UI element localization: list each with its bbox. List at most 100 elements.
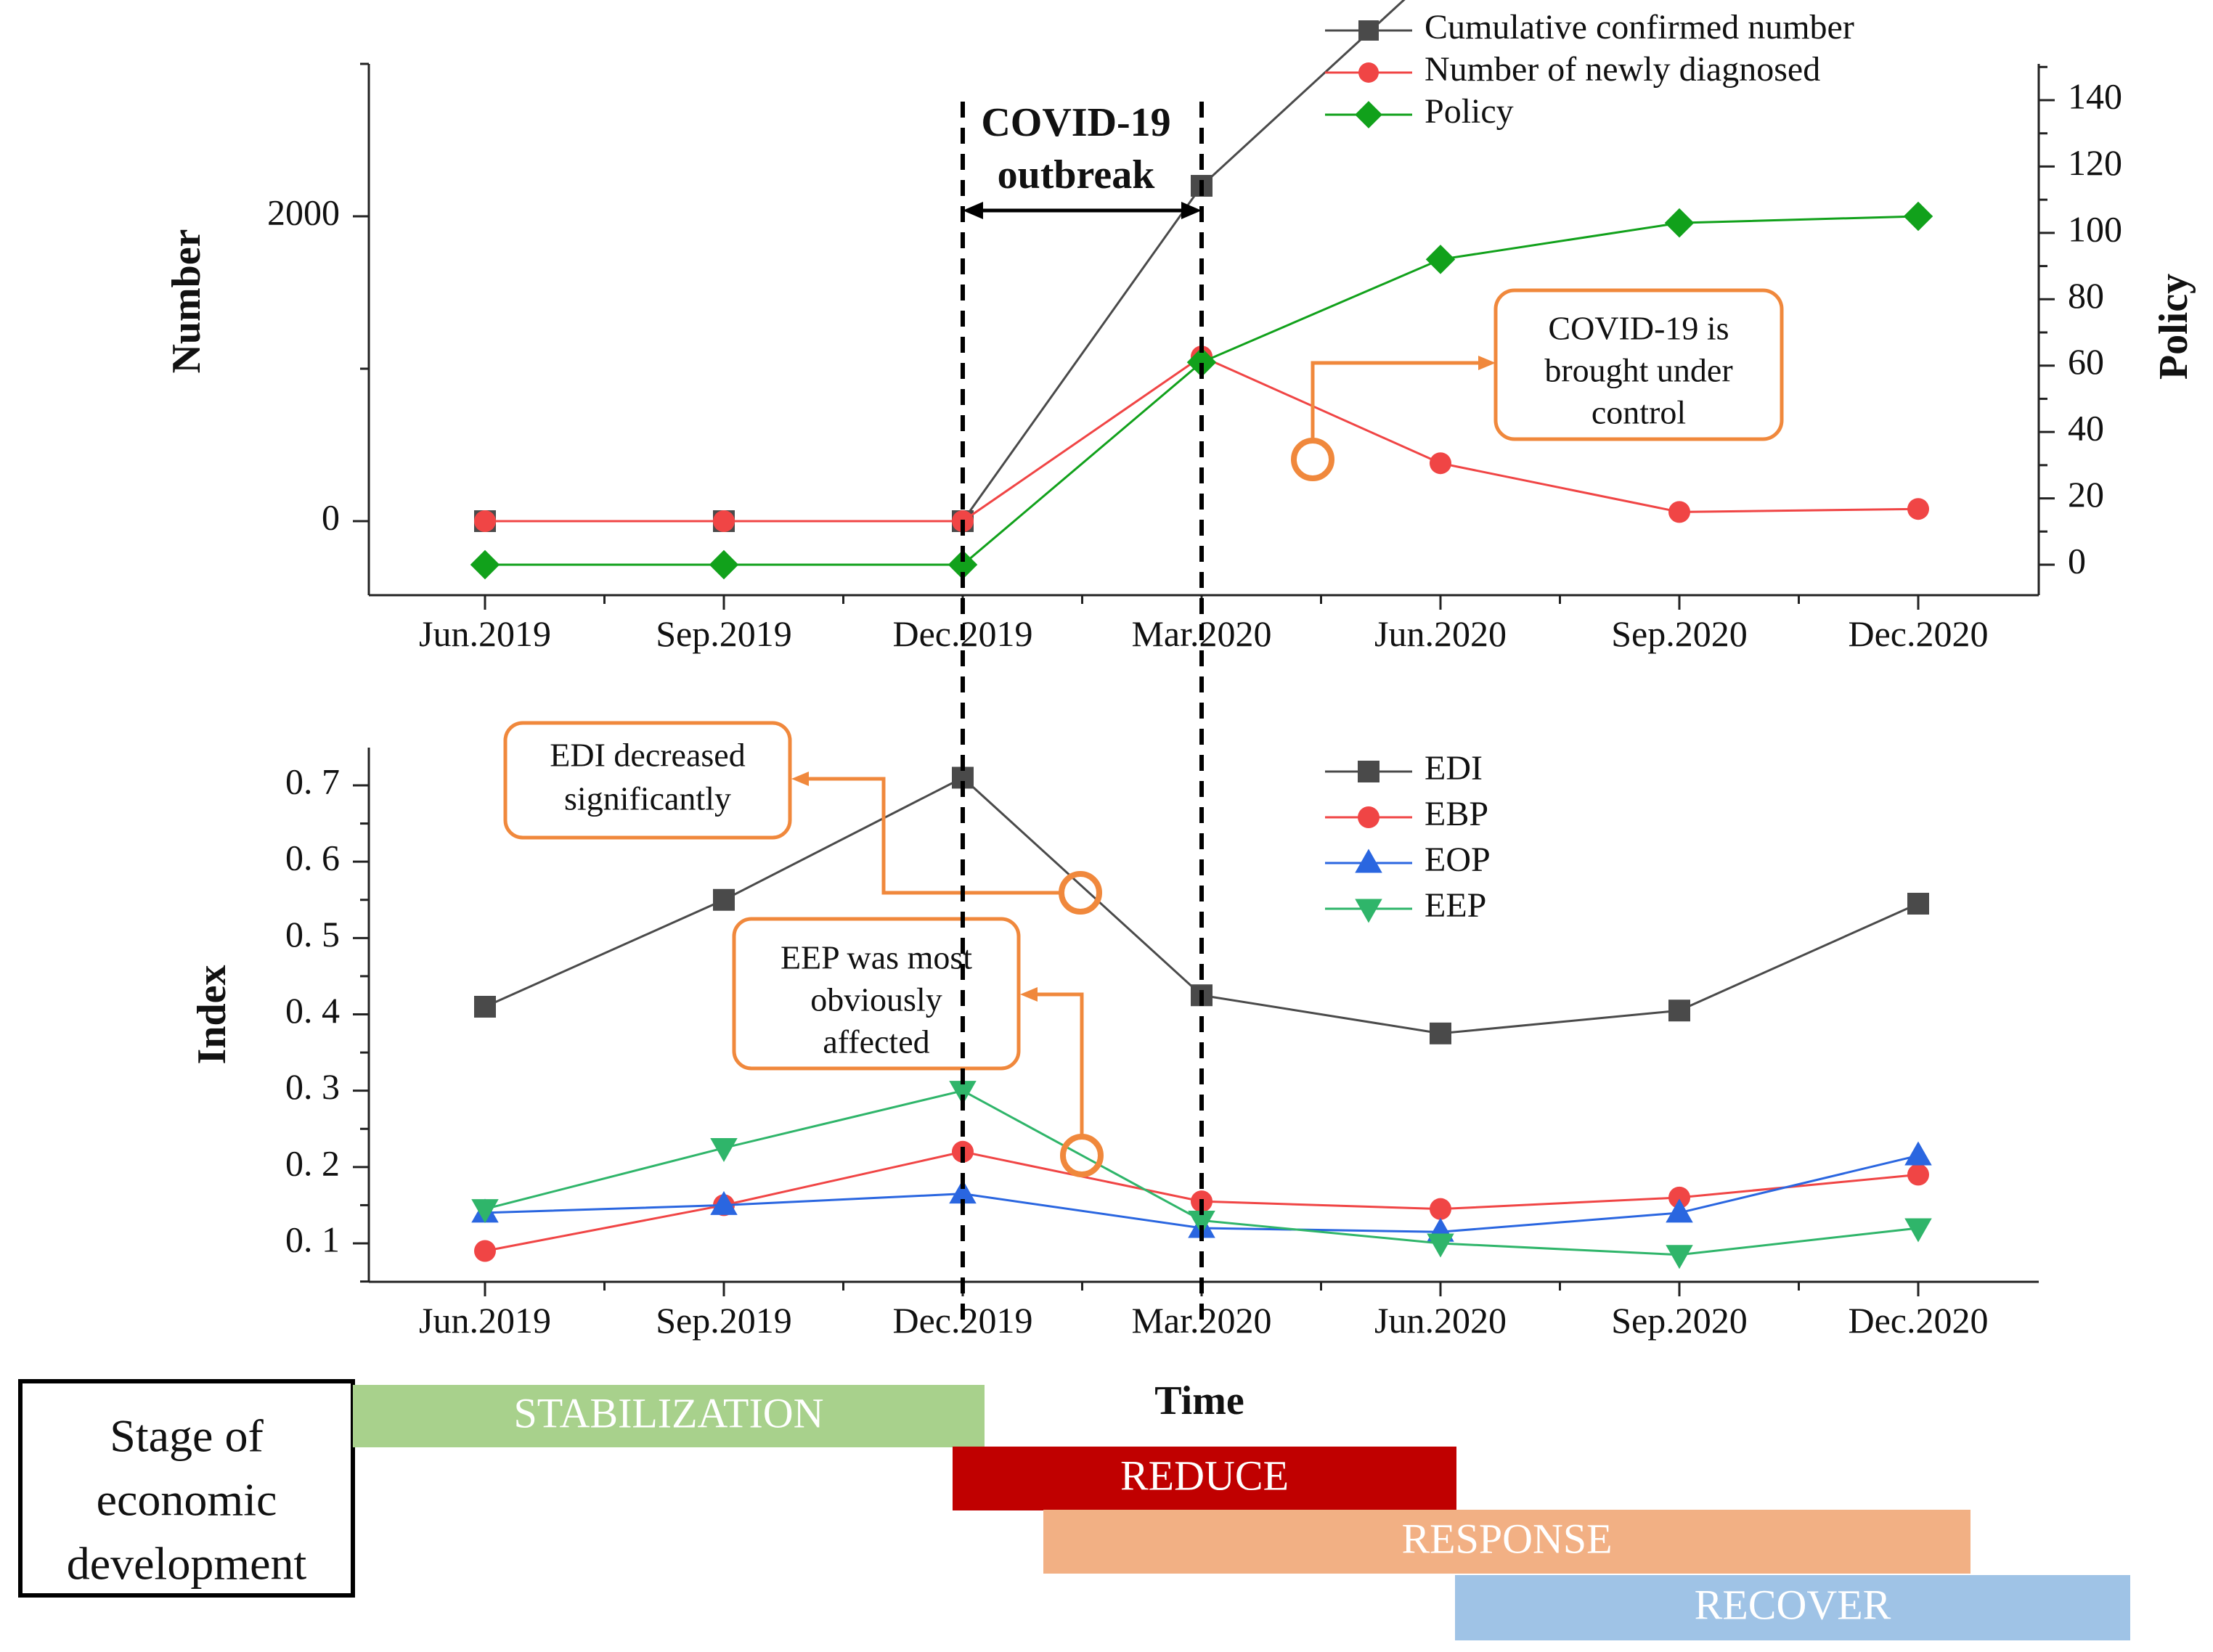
x-tick-label: Sep.2020	[1611, 613, 1748, 654]
index-tick-label: 0. 2	[285, 1142, 340, 1183]
data-point-edi	[713, 888, 735, 911]
top-legend: Cumulative confirmed number Number of new…	[1325, 8, 1854, 131]
stage-title-line-3: development	[67, 1538, 307, 1590]
legend-marker-cumulative-confirmed-number	[1358, 20, 1379, 41]
index-tick-label: 0. 5	[285, 914, 340, 954]
control-callout-box	[1493, 288, 1784, 441]
eep-callout-box	[732, 917, 1021, 1071]
control-callout-text-line-1: COVID-19 is	[1548, 310, 1729, 347]
data-point-eep	[710, 1138, 738, 1163]
outbreak-arrow-right-head	[1181, 202, 1202, 219]
right-tick-label: 120	[2068, 142, 2122, 183]
data-point-eep	[471, 1199, 499, 1224]
x-tick-label: Jun.2019	[419, 613, 551, 654]
right-tick-label: 80	[2068, 275, 2104, 316]
data-point-eep	[1188, 1210, 1215, 1235]
time-tick-label: Jun.2020	[1374, 1300, 1507, 1341]
time-axis-title: Time	[1154, 1378, 1244, 1423]
legend-marker-number-of-newly-diagnosed	[1358, 62, 1379, 83]
data-point-eep	[1666, 1245, 1693, 1269]
data-point-edi	[474, 995, 496, 1018]
data-point-ebp	[1907, 1164, 1929, 1186]
index-tick-label: 0. 6	[285, 838, 340, 878]
x-tick-label: Dec.2020	[1849, 613, 1989, 654]
stage-title-box	[18, 1379, 355, 1598]
data-point-ebp	[1668, 1186, 1690, 1209]
legend-marker-ebp	[1358, 806, 1379, 828]
stage-bar-reduce	[953, 1447, 1456, 1510]
control-callout-arrowhead	[1478, 356, 1496, 370]
edi-annotation: EDI decreased significantly	[503, 721, 1102, 915]
stage-label-reduce: REDUCE	[1120, 1452, 1289, 1499]
legend-marker-eep	[1355, 899, 1382, 923]
stage-bar-recover	[1455, 1575, 2130, 1640]
right-tick-label: 100	[2068, 208, 2122, 249]
right-tick-label: 140	[2068, 75, 2122, 116]
stage-bar-stabilization	[353, 1385, 985, 1447]
control-callout-connector	[1311, 361, 1481, 441]
eep-callout-text-line-2: obviously	[810, 981, 942, 1018]
right-tick-label: 60	[2068, 341, 2104, 382]
data-point-ebp	[474, 1240, 496, 1262]
legend-label-ebp: EBP	[1425, 795, 1488, 833]
data-point-policy	[1903, 201, 1933, 232]
series-policy	[470, 201, 1933, 580]
data-point-number-of-newly-diagnosed	[1430, 452, 1451, 475]
index-tick-label: 0. 3	[285, 1066, 340, 1107]
legend-label-eep: EEP	[1425, 886, 1486, 925]
time-tick-label: Dec.2020	[1849, 1300, 1989, 1341]
edi-callout-connector	[806, 777, 1061, 895]
data-point-policy	[1425, 245, 1456, 274]
index-tick-label: 0. 1	[285, 1219, 340, 1259]
data-point-edi	[1907, 893, 1929, 915]
data-point-eep	[1427, 1233, 1454, 1258]
series-eep	[471, 1081, 1932, 1269]
eep-callout-connector	[1035, 992, 1084, 1137]
outbreak-label-line-2: outbreak	[998, 152, 1156, 197]
outbreak-reference-lines	[961, 102, 1204, 1322]
stage-bar-response	[1043, 1510, 1970, 1574]
right-tick-label: 0	[2068, 540, 2086, 581]
control-annotation: COVID-19 is brought under control	[1291, 288, 1784, 481]
data-point-policy	[1664, 208, 1695, 238]
edi-callout-text-line-1: EDI decreased	[550, 737, 745, 774]
data-point-policy	[470, 549, 500, 580]
legend-marker-eop	[1355, 849, 1382, 873]
left-tick-label: 2000	[267, 192, 340, 232]
x-tick-label: Sep.2019	[656, 613, 792, 654]
data-point-edi	[1668, 999, 1690, 1022]
index-axis-title: Index	[189, 965, 235, 1065]
legend-marker-policy	[1355, 101, 1382, 128]
data-point-eop	[1904, 1141, 1932, 1166]
data-point-policy	[947, 549, 978, 580]
control-callout-circle	[1291, 438, 1334, 481]
eep-callout-text-line-3: affected	[823, 1023, 929, 1060]
stage-title-line-2: economic	[97, 1474, 277, 1526]
legend-label-policy: Policy	[1425, 92, 1514, 131]
y2-axis-title: Policy	[2151, 274, 2196, 380]
data-point-ebp	[1430, 1198, 1451, 1220]
edi-callout-box	[503, 721, 792, 840]
right-tick-label: 40	[2068, 408, 2104, 449]
data-point-number-of-newly-diagnosed	[1907, 498, 1929, 520]
eep-annotation: EEP was most obviously affected	[732, 917, 1104, 1177]
edi-callout-text-line-2: significantly	[564, 780, 731, 817]
data-point-eep	[1904, 1218, 1932, 1243]
legend-marker-edi	[1358, 761, 1379, 782]
outbreak-label-line-1: COVID-19	[981, 100, 1170, 145]
control-callout-text-line-3: control	[1592, 394, 1686, 431]
x-tick-label: Jun.2020	[1374, 613, 1507, 654]
stage-label-recover: RECOVER	[1695, 1581, 1891, 1628]
time-tick-label: Jun.2019	[419, 1300, 551, 1341]
stage-of-economic-development: Stage of economic development STABILIZATION…	[18, 1379, 2130, 1640]
eep-callout-arrowhead	[1020, 987, 1038, 1002]
eep-callout-text-line-1: EEP was most	[781, 939, 972, 976]
stage-title-line-1: Stage of	[110, 1410, 264, 1462]
series-number-of-newly-diagnosed	[474, 345, 1929, 532]
stage-label-response: RESPONSE	[1401, 1515, 1612, 1562]
data-point-policy	[1186, 347, 1217, 377]
data-point-number-of-newly-diagnosed	[474, 510, 496, 532]
legend-label-number-of-newly-diagnosed: Number of newly diagnosed	[1425, 50, 1820, 89]
data-point-eop	[710, 1190, 738, 1215]
